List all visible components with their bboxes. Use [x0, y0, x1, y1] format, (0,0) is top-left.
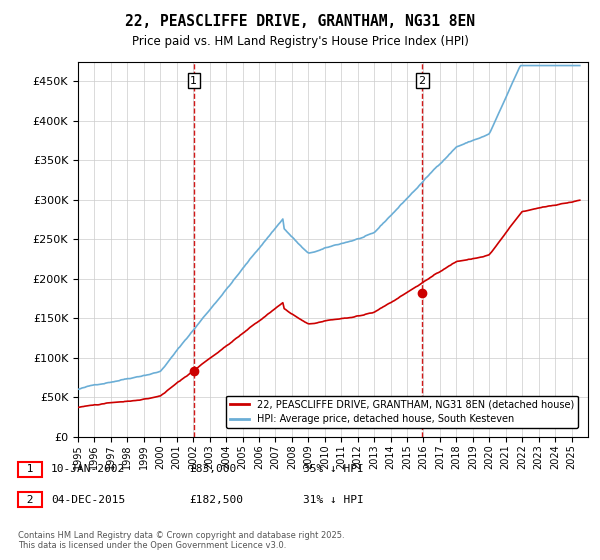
- Text: £182,500: £182,500: [189, 494, 243, 505]
- Text: Contains HM Land Registry data © Crown copyright and database right 2025.
This d: Contains HM Land Registry data © Crown c…: [18, 530, 344, 550]
- Text: 1: 1: [190, 76, 197, 86]
- Text: 1: 1: [20, 464, 40, 474]
- Text: 31% ↓ HPI: 31% ↓ HPI: [303, 494, 364, 505]
- Legend: 22, PEASCLIFFE DRIVE, GRANTHAM, NG31 8EN (detached house), HPI: Average price, d: 22, PEASCLIFFE DRIVE, GRANTHAM, NG31 8EN…: [226, 395, 578, 428]
- Text: 2: 2: [20, 494, 40, 505]
- Text: 2: 2: [419, 76, 426, 86]
- Text: 10-JAN-2002: 10-JAN-2002: [51, 464, 125, 474]
- Text: £83,000: £83,000: [189, 464, 236, 474]
- Text: 04-DEC-2015: 04-DEC-2015: [51, 494, 125, 505]
- Text: 22, PEASCLIFFE DRIVE, GRANTHAM, NG31 8EN: 22, PEASCLIFFE DRIVE, GRANTHAM, NG31 8EN: [125, 14, 475, 29]
- Text: 35% ↓ HPI: 35% ↓ HPI: [303, 464, 364, 474]
- Text: Price paid vs. HM Land Registry's House Price Index (HPI): Price paid vs. HM Land Registry's House …: [131, 35, 469, 48]
